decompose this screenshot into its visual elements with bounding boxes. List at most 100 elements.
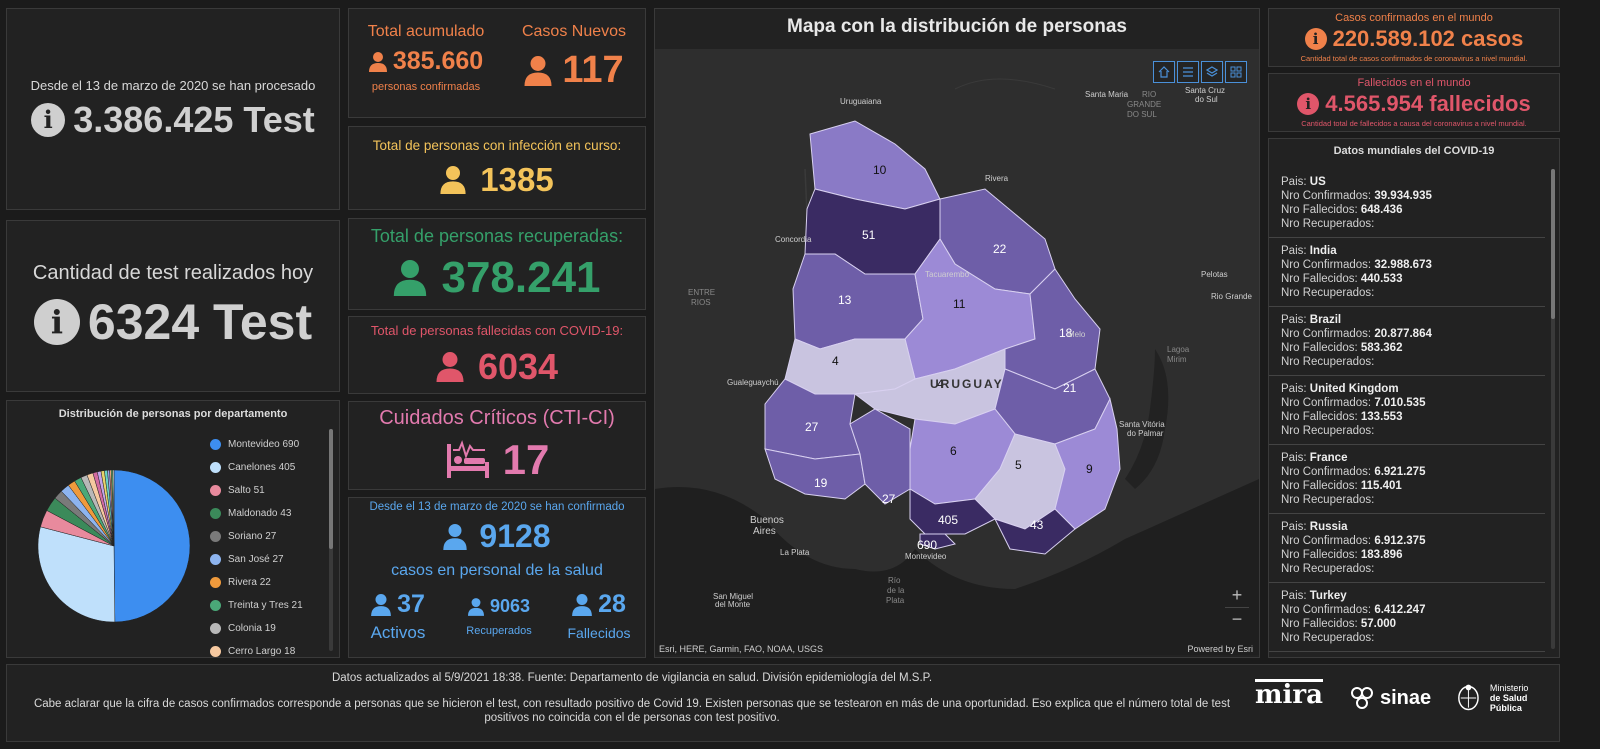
staff-recovered-label: Recuperados (466, 625, 532, 637)
coat-of-arms-icon (1458, 684, 1479, 711)
world-confirmed-panel: Casos confirmados en el mundo i 220.589.… (1268, 8, 1560, 67)
layers-icon[interactable] (1201, 61, 1223, 83)
map-powered-by[interactable]: Powered by Esri (1187, 644, 1253, 654)
accumulated-title: Total acumulado (367, 23, 485, 40)
legend-color-dot (210, 531, 221, 542)
legend-item[interactable]: Montevideo 690 (210, 433, 303, 456)
legend-scrollbar[interactable] (329, 429, 333, 651)
legend-color-dot (210, 508, 221, 519)
health-staff-panel: Desde el 13 de marzo de 2020 se han conf… (348, 497, 646, 658)
place-label: Concordia (775, 235, 812, 244)
person-icon (467, 597, 484, 616)
recovered-panel: Total de personas recuperadas: 378.241 (348, 218, 646, 310)
legend-color-dot (210, 554, 221, 565)
place-label: Melo (1068, 330, 1086, 339)
world-list-item[interactable]: Pais: India Nro Confirmados: 32.988.673 Nr… (1269, 238, 1545, 307)
world-data-list[interactable]: Pais: US Nro Confirmados: 39.934.935 Nro F… (1269, 169, 1545, 657)
map-attribution: Esri, HERE, Garmin, FAO, NOAA, USGS (659, 644, 824, 654)
world-list-scrollbar[interactable] (1551, 169, 1555, 649)
place-label: Rivera (985, 174, 1009, 183)
pie-slice[interactable] (37, 526, 116, 623)
world-data-panel: Datos mundiales del COVID-19 Pais: US Nro… (1268, 138, 1560, 658)
basemap-gallery-icon[interactable] (1225, 61, 1247, 83)
active-value: 1385 (480, 160, 554, 198)
map-canvas[interactable]: 10 51 22 13 11 18 4 4 21 27 6 5 9 19 27 … (655, 49, 1259, 655)
zoom-out-button[interactable]: − (1225, 607, 1249, 629)
active-title: Total de personas con infección en curso… (372, 137, 622, 153)
place-label: Santa Maria (1085, 90, 1129, 99)
region-value-maldonado: 43 (1030, 518, 1044, 532)
place-label: de la (887, 586, 905, 595)
person-icon (371, 593, 391, 616)
accumulated-sub: personas confirmadas (371, 81, 481, 93)
place-label: RIOS (691, 298, 711, 307)
world-list-item[interactable]: Pais: Brazil Nro Confirmados: 20.877.864 N… (1269, 307, 1545, 376)
department-pie-panel: Distribución de personas por departament… (6, 400, 340, 658)
pie-slice[interactable] (113, 469, 191, 623)
deceased-value: 6034 (477, 345, 559, 387)
new-cases-title: Casos Nuevos (521, 23, 627, 40)
legend-item[interactable]: Salto 51 (210, 479, 303, 502)
map-region-canelones (909, 488, 996, 535)
place-label: La Plata (780, 548, 810, 557)
legend-item[interactable]: Canelones 405 (210, 456, 303, 479)
legend-item[interactable]: Soriano 27 (210, 525, 303, 548)
world-list-item[interactable]: Pais: ArgentinaNro Confirmados: 5.202.40… (1269, 652, 1545, 657)
health-staff-value: 9128 (479, 518, 551, 554)
staff-deceased-value: 28 (598, 590, 626, 618)
legend-item[interactable]: Cerro Largo 18 (210, 640, 303, 657)
tests-total-panel: Desde el 13 de marzo de 2020 se han proc… (6, 8, 340, 210)
world-list-item[interactable]: Pais: France Nro Confirmados: 6.921.275 Nr… (1269, 445, 1545, 514)
map-region-maldonado (994, 508, 1076, 555)
region-value-treinta-y-tres: 21 (1063, 381, 1077, 395)
region-value-tacuarembo: 11 (953, 297, 966, 311)
staff-recovered-value: 9063 (489, 596, 531, 616)
health-staff-caption: Desde el 13 de marzo de 2020 se han conf… (369, 501, 625, 513)
legend-item[interactable]: Treinta y Tres 21 (210, 594, 303, 617)
region-value-salto: 51 (862, 228, 876, 242)
region-value-soriano: 27 (805, 420, 819, 434)
critical-care-panel: Cuidados Críticos (CTI-CI) 17 (348, 401, 646, 490)
world-deaths-title: Fallecidos en el mundo (1357, 77, 1471, 89)
legend-item[interactable]: Colonia 19 (210, 617, 303, 640)
place-label: do Sul (1195, 95, 1218, 104)
place-label: Gualeguaychú (727, 378, 779, 387)
legend-item[interactable]: Rivera 22 (210, 571, 303, 594)
world-deaths-value: 4.565.954 fallecidos (1325, 91, 1531, 116)
world-deaths-panel: Fallecidos en el mundo i 4.565.954 falle… (1268, 73, 1560, 132)
person-icon (524, 55, 552, 86)
pie-slice[interactable] (112, 469, 115, 547)
tests-today-value: 6324 Test (87, 293, 313, 350)
region-value-san-jose: 27 (882, 492, 896, 506)
staff-active-value: 37 (397, 590, 425, 618)
legend-list-icon[interactable] (1177, 61, 1199, 83)
legend-color-dot (210, 485, 221, 496)
home-icon[interactable] (1153, 61, 1175, 83)
map-region-rocha (1054, 397, 1121, 530)
mira-logo: mira (1255, 679, 1323, 710)
zoom-in-button[interactable]: + (1231, 585, 1243, 605)
region-value-montevideo: 690 (917, 538, 937, 552)
world-list-item[interactable]: Pais: Russia Nro Confirmados: 6.912.375 Nr… (1269, 514, 1545, 583)
place-label: Lagoa (1167, 345, 1190, 354)
health-staff-sub: casos en personal de la salud (391, 562, 603, 579)
recovered-value: 378.241 (441, 252, 601, 302)
footer-update-line: Datos actualizados al 5/9/2021 18:38. Fu… (331, 672, 933, 684)
region-value-rio-negro: 4 (832, 354, 839, 368)
place-label: Buenos (750, 515, 784, 526)
place-label: Mirim (1167, 355, 1187, 364)
world-list-item[interactable]: Pais: Turkey Nro Confirmados: 6.412.247 Nr… (1269, 583, 1545, 652)
place-label: ENTRE (688, 288, 715, 297)
info-icon: i (31, 102, 66, 137)
world-list-item[interactable]: Pais: US Nro Confirmados: 39.934.935 Nro F… (1269, 169, 1545, 238)
info-icon: i (1304, 28, 1327, 50)
deceased-title: Total de personas fallecidas con COVID-1… (370, 322, 624, 338)
legend-item[interactable]: Maldonado 43 (210, 502, 303, 525)
legend-item[interactable]: San José 27 (210, 548, 303, 571)
world-confirmed-sub: Cantidad total de casos confirmados de c… (1300, 54, 1528, 63)
new-cases-value: 117 (562, 49, 624, 91)
world-list-item[interactable]: Pais: United Kingdom Nro Confirmados: 7.0… (1269, 376, 1545, 445)
staff-active-label: Activos (370, 623, 426, 642)
footer-panel: Datos actualizados al 5/9/2021 18:38. Fu… (6, 664, 1560, 742)
person-icon (440, 165, 466, 194)
